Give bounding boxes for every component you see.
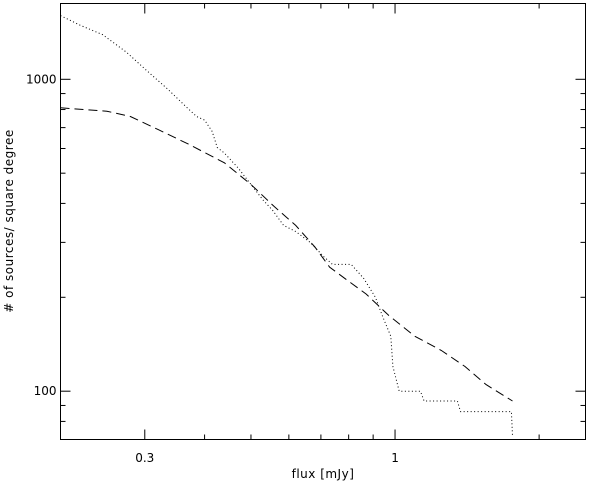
y-axis-label: # of sources/ square degree [2,129,16,312]
x-tick-label: 1 [391,451,399,465]
x-tick-label: 0.3 [135,451,154,465]
axis-ticks [60,3,586,440]
y-tick-label: 1000 [26,72,57,86]
plot-frame [60,3,586,440]
x-axis-label: flux [mJy] [292,467,355,481]
y-tick-label: 100 [34,384,57,398]
series-line-dotted-0 [60,15,513,436]
series-line-dashed-1 [60,107,513,402]
tick-labels: 0.3 1 100 1000 [26,72,399,465]
series-lines [60,15,513,436]
